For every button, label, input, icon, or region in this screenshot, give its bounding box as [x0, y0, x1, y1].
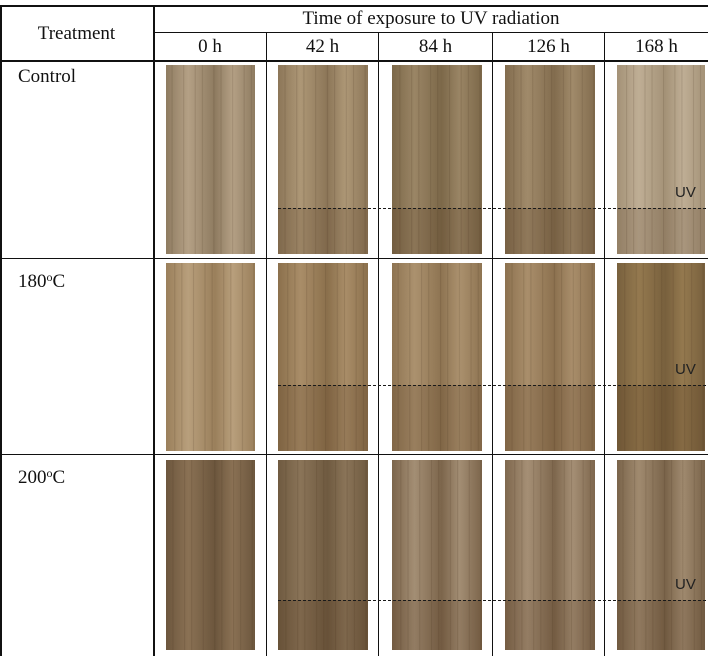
- time-column-0h: 0 h: [198, 36, 222, 57]
- wood-sample-180c-168h: [617, 263, 705, 451]
- row-label-200c: 200oC: [18, 462, 65, 489]
- unexposed-portion: [617, 600, 705, 650]
- time-column-168h: 168 h: [635, 36, 678, 57]
- wood-sample-control-0h: [166, 65, 255, 254]
- wood-sample-200c-126h: [505, 460, 595, 650]
- header-bottom-line: [0, 60, 708, 62]
- wood-sample-200c-0h: [166, 460, 255, 650]
- row-label-180-degree: o: [46, 270, 53, 284]
- time-header: Time of exposure to UV radiation: [302, 8, 560, 29]
- unexposed-portion: [392, 208, 482, 254]
- wood-sample-control-42h: [278, 65, 368, 254]
- unexposed-portion: [505, 600, 595, 650]
- unexposed-portion: [278, 208, 368, 254]
- row-label-180-unit: C: [52, 271, 66, 292]
- wood-sample-200c-84h: [392, 460, 482, 650]
- uv-boundary-line-control: [278, 208, 706, 209]
- wood-sample-180c-42h: [278, 263, 368, 451]
- wood-sample-control-168h: [617, 65, 705, 254]
- row-label-200-degree: o: [46, 466, 53, 480]
- wood-sample-200c-168h: [617, 460, 705, 650]
- uv-label-180c: UV: [675, 361, 696, 378]
- column-divider-2: [378, 32, 379, 656]
- uv-boundary-line-200c: [278, 600, 706, 601]
- wood-sample-control-84h: [392, 65, 482, 254]
- wood-sample-control-126h: [505, 65, 595, 254]
- unexposed-portion: [392, 385, 482, 451]
- treatment-header: Treatment: [37, 23, 116, 44]
- wood-sample-180c-126h: [505, 263, 595, 451]
- header-column-divider: [153, 5, 155, 656]
- row-label-control: Control: [18, 66, 76, 88]
- uv-boundary-line-180c: [278, 385, 706, 386]
- row-label-control-text: Control: [18, 66, 77, 87]
- row-divider-2: [0, 454, 708, 455]
- uv-label-control: UV: [675, 184, 696, 201]
- row-label-200-value: 200: [18, 467, 47, 488]
- time-column-42h: 42 h: [305, 36, 340, 57]
- unexposed-portion: [505, 385, 595, 451]
- unexposed-portion: [392, 600, 482, 650]
- uv-label-200c: UV: [675, 576, 696, 593]
- row-label-180-value: 180: [18, 271, 47, 292]
- wood-sample-180c-84h: [392, 263, 482, 451]
- column-divider-4: [604, 32, 605, 656]
- unexposed-portion: [617, 385, 705, 451]
- table-border-left: [0, 5, 2, 656]
- time-subheader-divider: [153, 32, 708, 33]
- wood-sample-180c-0h: [166, 263, 255, 451]
- row-divider-1: [0, 258, 708, 259]
- unexposed-portion: [278, 385, 368, 451]
- unexposed-portion: [505, 208, 595, 254]
- column-divider-3: [492, 32, 493, 656]
- unexposed-portion: [278, 600, 368, 650]
- column-divider-1: [266, 32, 267, 656]
- row-label-200-unit: C: [52, 467, 66, 488]
- time-column-84h: 84 h: [418, 36, 453, 57]
- time-column-126h: 126 h: [527, 36, 570, 57]
- unexposed-portion: [617, 208, 705, 254]
- row-label-180c: 180oC: [18, 266, 65, 293]
- wood-sample-200c-42h: [278, 460, 368, 650]
- table-border-top: [0, 5, 708, 7]
